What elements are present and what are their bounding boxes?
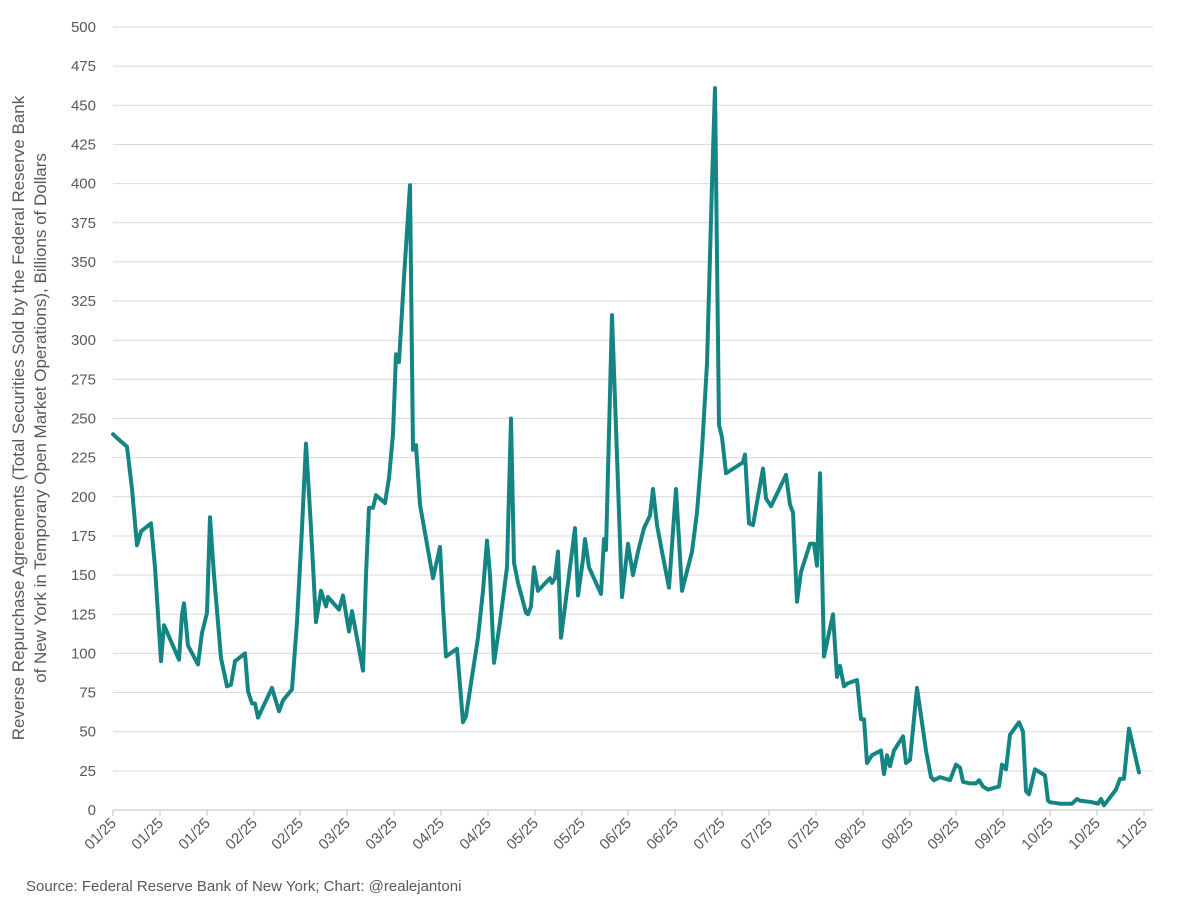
y-tick-label: 350 [71, 254, 96, 271]
x-tick-label: 09/25 [971, 815, 1010, 854]
y-tick-label: 475 [71, 58, 96, 75]
x-tick-label: 07/25 [690, 815, 729, 854]
y-axis-title: Reverse Repurchase Agreements (Total Sec… [9, 95, 28, 740]
y-tick-label: 325 [71, 293, 96, 310]
x-tick-label: 07/25 [737, 815, 776, 854]
x-tick-label: 01/25 [175, 815, 214, 854]
x-tick-label: 06/25 [643, 815, 682, 854]
x-tick-label: 07/25 [784, 815, 823, 854]
x-tick-label: 09/25 [924, 815, 963, 854]
x-tick-label: 08/25 [831, 815, 870, 854]
y-tick-label: 500 [71, 19, 96, 36]
y-tick-label: 450 [71, 97, 96, 114]
x-tick-label: 03/25 [362, 815, 401, 854]
y-tick-label: 275 [71, 371, 96, 388]
y-tick-label: 50 [79, 724, 96, 741]
x-tick-label: 03/25 [315, 815, 354, 854]
x-tick-label: 04/25 [409, 815, 448, 854]
x-tick-label: 05/25 [550, 815, 589, 854]
x-tick-label: 10/25 [1018, 815, 1057, 854]
x-tick-label: 01/25 [128, 815, 167, 854]
x-tick-label: 05/25 [503, 815, 542, 854]
y-tick-label: 150 [71, 567, 96, 584]
y-tick-label: 375 [71, 215, 96, 232]
x-tick-label: 01/25 [81, 815, 120, 854]
y-tick-label: 75 [79, 685, 96, 702]
y-tick-label: 200 [71, 489, 96, 506]
x-tick-label: 06/25 [596, 815, 635, 854]
y-tick-label: 250 [71, 411, 96, 428]
x-tick-label: 02/25 [268, 815, 307, 854]
x-tick-label: 08/25 [878, 815, 917, 854]
y-tick-label: 300 [71, 332, 96, 349]
y-tick-label: 25 [79, 763, 96, 780]
y-tick-label: 100 [71, 645, 96, 662]
x-tick-label: 10/25 [1065, 815, 1104, 854]
x-tick-label: 11/25 [1113, 815, 1151, 853]
x-tick-label: 02/25 [222, 815, 261, 854]
y-axis-title: of New York in Temporary Open Market Ope… [31, 153, 50, 683]
data-line [111, 86, 1141, 808]
y-tick-label: 425 [71, 136, 96, 153]
y-tick-label: 225 [71, 450, 96, 467]
y-tick-label: 400 [71, 176, 96, 193]
y-tick-label: 125 [71, 606, 96, 623]
source: Source: Federal Reserve Bank of New York… [26, 878, 461, 895]
y-tick-label: 0 [88, 802, 96, 819]
x-tick-label: 04/25 [456, 815, 495, 854]
y-tick-label: 175 [71, 528, 96, 545]
